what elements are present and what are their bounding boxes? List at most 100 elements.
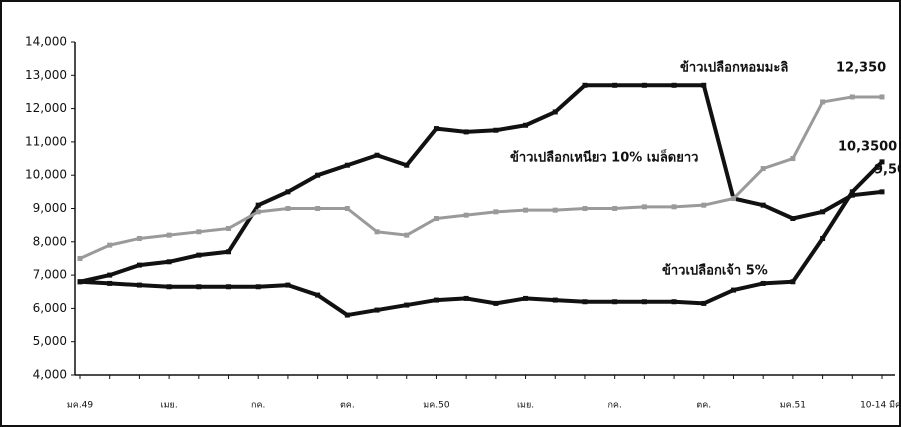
point: [166, 259, 172, 265]
point: [404, 162, 410, 168]
point: [374, 152, 380, 158]
series-line: [79, 95, 882, 260]
y-tick-label: 13,000: [25, 68, 67, 82]
annotation: 9,50: [874, 163, 901, 178]
point: [701, 202, 707, 208]
series-label: ข้าวเปลือกเจ้า 5%: [662, 263, 768, 279]
point: [344, 162, 350, 168]
x-tick-label: มค.50: [423, 401, 450, 411]
x-tick-label: มค.51: [780, 401, 806, 411]
point: [879, 94, 885, 100]
point: [552, 297, 558, 303]
x-tick-label: ตค.: [696, 401, 711, 411]
x-tick-label: 10-14 มีค.: [860, 400, 901, 411]
point: [463, 212, 469, 218]
y-tick-label: 8,000: [33, 234, 67, 248]
point: [523, 207, 529, 213]
x-tick-label: กค.: [251, 401, 265, 411]
point: [820, 209, 826, 215]
point: [760, 166, 766, 172]
series-label: ข้าวเปลือกเหนียว 10% เมล็ดยาว: [510, 148, 698, 166]
point: [849, 94, 855, 100]
y-tick-label: 6,000: [33, 301, 67, 315]
point: [493, 300, 499, 306]
point: [77, 255, 83, 261]
point: [730, 196, 736, 202]
point: [641, 82, 647, 88]
point: [196, 229, 202, 235]
point: [879, 189, 885, 195]
point: [255, 284, 261, 290]
point: [641, 204, 647, 210]
point: [582, 206, 588, 211]
y-tick-label: 7,000: [33, 268, 67, 282]
point: [255, 209, 261, 215]
point: [136, 262, 142, 268]
point: [760, 280, 766, 286]
point: [107, 272, 113, 278]
point: [374, 229, 380, 235]
point: [315, 292, 321, 298]
point: [701, 300, 707, 306]
point: [493, 209, 499, 215]
point: [107, 242, 113, 248]
point: [730, 287, 736, 293]
point: [523, 295, 529, 301]
point: [523, 122, 529, 128]
point: [285, 206, 291, 211]
point: [374, 307, 380, 313]
y-tick-label: 14,000: [25, 35, 67, 49]
point: [404, 302, 410, 308]
point: [285, 189, 291, 195]
point: [315, 172, 321, 178]
x-tick-label: มค.49: [67, 401, 94, 411]
x-tick-label: เมย.: [517, 401, 534, 411]
point: [760, 202, 766, 208]
series-line: [79, 160, 884, 318]
point: [612, 82, 618, 88]
point: [255, 202, 261, 208]
annotation: 12,350: [836, 61, 886, 76]
point: [849, 189, 855, 195]
point: [582, 299, 588, 305]
point: [77, 279, 83, 285]
y-tick-label: 4,000: [33, 368, 67, 382]
point: [612, 299, 618, 305]
y-tick-label: 11,000: [25, 134, 67, 148]
point: [433, 215, 439, 221]
point: [196, 284, 202, 290]
y-tick-label: 9,000: [33, 201, 67, 215]
point: [433, 297, 439, 303]
y-tick-label: 5,000: [33, 334, 67, 348]
point: [344, 206, 350, 211]
point: [582, 82, 588, 88]
point: [671, 204, 677, 210]
point: [344, 312, 350, 318]
point: [552, 109, 558, 115]
point: [612, 206, 618, 211]
x-tick-label: กค.: [607, 401, 621, 411]
point: [790, 279, 796, 285]
point: [136, 235, 142, 241]
point: [820, 99, 826, 105]
point: [463, 129, 469, 135]
point: [226, 249, 232, 255]
point: [671, 299, 677, 305]
y-tick-label: 10,000: [25, 168, 67, 182]
point: [552, 207, 558, 213]
point: [641, 299, 647, 305]
point: [107, 280, 113, 286]
point: [701, 82, 707, 88]
annotation: 10,3500: [838, 140, 897, 155]
point: [196, 252, 202, 258]
series-line: [79, 83, 883, 284]
point: [315, 206, 321, 211]
point: [166, 284, 172, 290]
point: [463, 295, 469, 301]
point: [433, 126, 439, 132]
point: [820, 235, 826, 241]
point: [226, 225, 232, 231]
point: [493, 127, 499, 133]
